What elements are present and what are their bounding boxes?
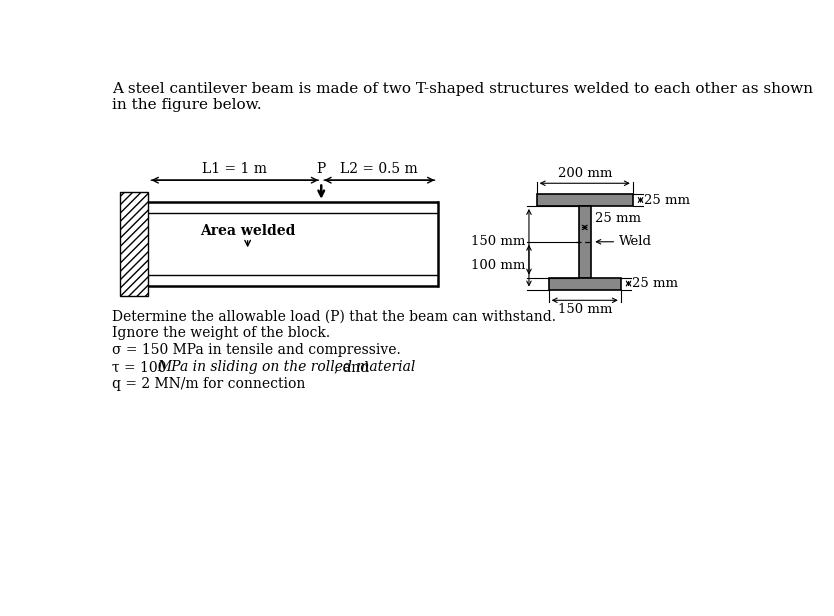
Text: Weld: Weld	[620, 235, 652, 248]
Text: 25 mm: 25 mm	[632, 277, 678, 290]
Text: 25 mm: 25 mm	[645, 193, 691, 206]
Text: A steel cantilever beam is made of two T-shaped structures welded to each other : A steel cantilever beam is made of two T…	[112, 81, 813, 112]
Bar	[537, 194, 633, 206]
Bar	[549, 278, 620, 290]
Text: 150 mm: 150 mm	[558, 303, 612, 317]
Text: Determine the allowable load (P) that the beam can withstand.: Determine the allowable load (P) that th…	[112, 309, 556, 323]
Bar	[579, 206, 590, 278]
Text: 150 mm: 150 mm	[470, 235, 525, 248]
Text: Area welded: Area welded	[200, 224, 295, 238]
Text: L1 = 1 m: L1 = 1 m	[203, 163, 268, 176]
Text: MPa in sliding on the rolled material: MPa in sliding on the rolled material	[157, 360, 415, 375]
Text: τ = 100: τ = 100	[112, 360, 171, 375]
Bar	[120, 192, 148, 296]
Text: L2 = 0.5 m: L2 = 0.5 m	[340, 163, 418, 176]
Text: 200 mm: 200 mm	[558, 167, 612, 180]
Text: q = 2 MN/m for connection: q = 2 MN/m for connection	[112, 377, 305, 391]
Text: 25 mm: 25 mm	[595, 212, 641, 225]
Text: Ignore the weight of the block.: Ignore the weight of the block.	[112, 326, 330, 341]
Text: 100 mm: 100 mm	[470, 259, 525, 272]
Text: P: P	[317, 163, 326, 176]
Text: , and: , and	[334, 360, 369, 375]
Text: σ = 150 MPa in tensile and compressive.: σ = 150 MPa in tensile and compressive.	[112, 343, 401, 357]
